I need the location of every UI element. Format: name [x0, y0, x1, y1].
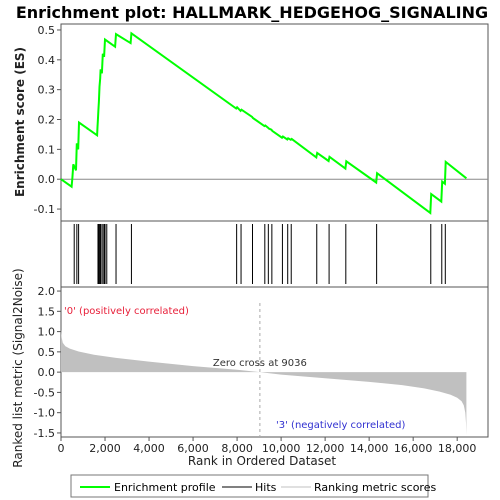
es-y-tick-label: 0.4 [38, 54, 56, 67]
x-tick-label: 16,000 [394, 442, 433, 455]
es-y-tick-label: 0.0 [38, 173, 56, 186]
legend-item-ranking-metric: Ranking metric scores [281, 481, 436, 494]
x-tick-label: 6,000 [177, 442, 209, 455]
ranking-metric-area [61, 329, 467, 435]
metric-y-tick-label: -1.5 [34, 427, 55, 440]
hits-plot-frame [60, 220, 489, 288]
negative-correlation-label: '3' (negatively correlated) [276, 420, 405, 431]
x-tick-label: 10,000 [262, 442, 301, 455]
legend-item-hits: Hits [222, 481, 277, 494]
es-y-ticks: 0.5 0.4 0.3 0.2 0.1 0.0 -0.1 [34, 24, 61, 216]
metric-y-axis-title: Ranked list metric (Signal2Noise) [11, 268, 25, 467]
legend-box [70, 474, 429, 498]
es-y-tick-label: 0.1 [38, 143, 56, 156]
metric-y-tick-label: 0.5 [38, 346, 56, 359]
x-tick-label: 2,000 [89, 442, 121, 455]
zero-cross-label: Zero cross at 9036 [213, 358, 307, 369]
legend: Enrichment profile Hits Ranking metric s… [70, 474, 436, 498]
positive-correlation-label: '0' (positively correlated) [64, 306, 189, 317]
metric-y-tick-label: -1.0 [34, 407, 55, 420]
metric-y-tick-label: 2.0 [38, 285, 56, 298]
es-y-axis-title: Enrichment score (ES) [13, 47, 27, 197]
legend-item-enrichment-profile: Enrichment profile [80, 481, 216, 494]
es-y-tick-label: 0.2 [38, 114, 56, 127]
x-axis-title: Rank in Ordered Dataset [188, 454, 336, 468]
metric-y-tick-label: -0.5 [34, 386, 55, 399]
chart-title: Enrichment plot: HALLMARK_HEDGEHOG_SIGNA… [16, 3, 488, 22]
legend-label-ranking-metric: Ranking metric scores [314, 481, 436, 494]
x-axis-ticks: 0 2,000 4,000 6,000 8,000 10,000 12,000 14,000 1… [58, 437, 477, 455]
hits-panel [60, 220, 489, 288]
x-tick-label: 18,000 [438, 442, 477, 455]
x-tick-label: 14,000 [350, 442, 389, 455]
es-y-tick-label: 0.5 [38, 24, 56, 37]
metric-panel: Zero cross at 9036 '0' (positively corre… [11, 268, 489, 468]
x-tick-label: 12,000 [306, 442, 345, 455]
metric-y-tick-label: 0.0 [38, 366, 56, 379]
es-plot-frame [60, 23, 489, 222]
enrichment-profile-line [60, 31, 468, 215]
metric-y-ticks: 2.0 1.5 1.0 0.5 0.0 -0.5 -1.0 -1.5 [34, 285, 61, 440]
metric-y-tick-label: 1.5 [38, 305, 56, 318]
legend-label-enrichment-profile: Enrichment profile [114, 481, 216, 494]
es-y-tick-label: 0.3 [38, 84, 56, 97]
hit-lines [73, 224, 446, 284]
x-tick-label: 8,000 [221, 442, 253, 455]
es-y-tick-label: -0.1 [34, 203, 55, 216]
legend-label-hits: Hits [255, 481, 277, 494]
x-tick-label: 4,000 [133, 442, 165, 455]
es-panel: 0.5 0.4 0.3 0.2 0.1 0.0 -0.1 Enrichment score … [13, 23, 489, 222]
metric-y-tick-label: 1.0 [38, 326, 56, 339]
x-tick-label: 0 [58, 442, 65, 455]
